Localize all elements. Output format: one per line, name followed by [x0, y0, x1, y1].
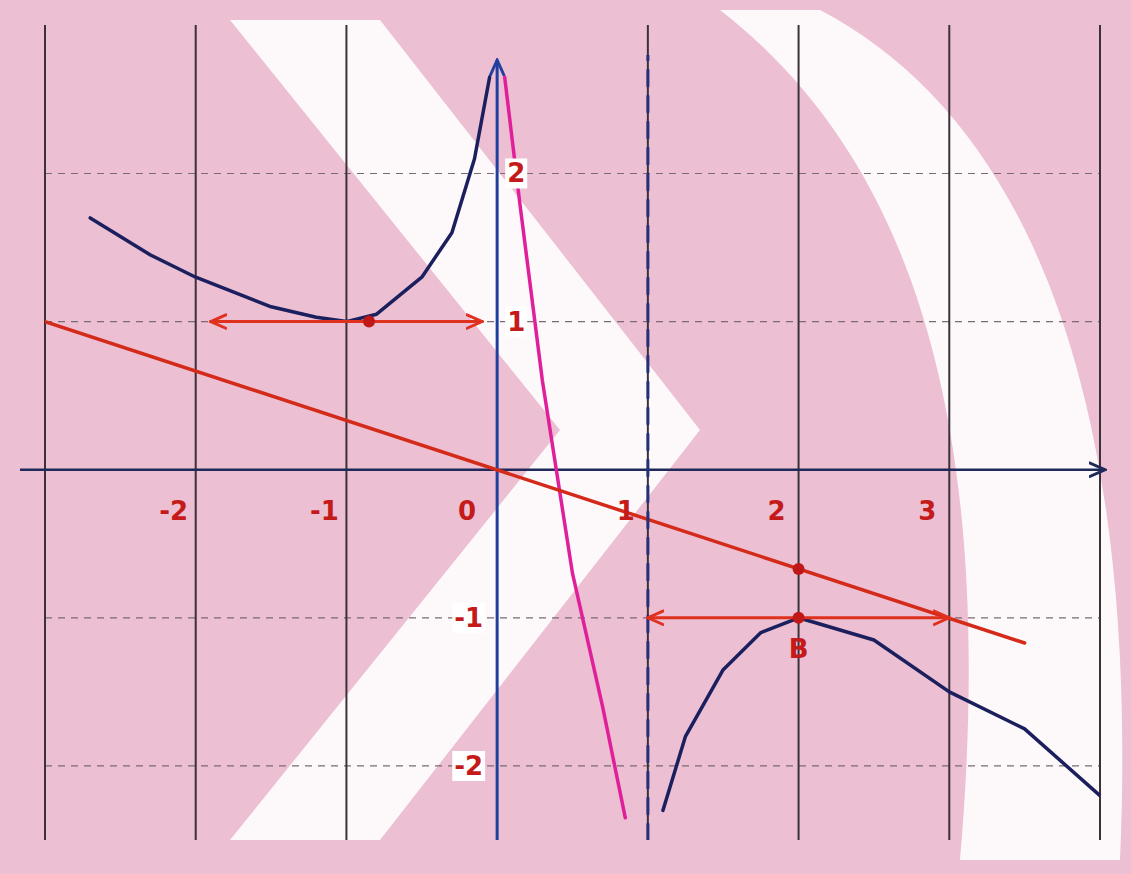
annotation: B — [789, 634, 809, 664]
curve — [663, 618, 1100, 811]
asymptote — [646, 55, 649, 840]
y-tick-label: 1 — [507, 307, 525, 337]
x-grid — [195, 25, 197, 840]
point — [793, 612, 805, 624]
curve — [45, 322, 1025, 643]
y-tick-label: -2 — [454, 751, 483, 781]
x-grid — [647, 25, 649, 840]
x-tick-label: 2 — [768, 496, 786, 526]
watermark — [230, 20, 700, 840]
frame-edge — [1099, 25, 1101, 840]
y-grid — [45, 617, 1100, 618]
curve — [90, 77, 489, 321]
y-tick-label: -1 — [454, 603, 483, 633]
x-tick-label: 3 — [918, 496, 936, 526]
watermark — [720, 10, 1122, 860]
point — [793, 563, 805, 575]
y-axis — [496, 60, 499, 840]
y-grid — [45, 173, 1100, 174]
frame-edge — [44, 25, 46, 840]
y-grid — [45, 321, 1100, 322]
x-axis — [20, 468, 1105, 471]
y-grid — [45, 765, 1100, 766]
x-tick-label: -1 — [310, 496, 339, 526]
label-patch — [452, 603, 485, 633]
background — [0, 0, 1131, 874]
x-grid — [345, 25, 347, 840]
x-grid — [948, 25, 950, 840]
y-tick-label: 2 — [507, 158, 525, 188]
point — [363, 316, 375, 328]
tangent-arrow — [211, 320, 482, 323]
plot-area — [45, 55, 1100, 840]
x-tick-label: -2 — [159, 496, 188, 526]
label-patch — [452, 751, 485, 781]
x-grid — [798, 25, 800, 840]
chart: -2 -1 0 1 2 3 -2 -1 1 2 B — [0, 0, 1131, 874]
label-patch — [505, 158, 527, 188]
x-tick-label: 0 — [458, 496, 476, 526]
label-patch — [505, 307, 527, 337]
x-tick-label: 1 — [617, 496, 635, 526]
curve — [505, 77, 626, 818]
